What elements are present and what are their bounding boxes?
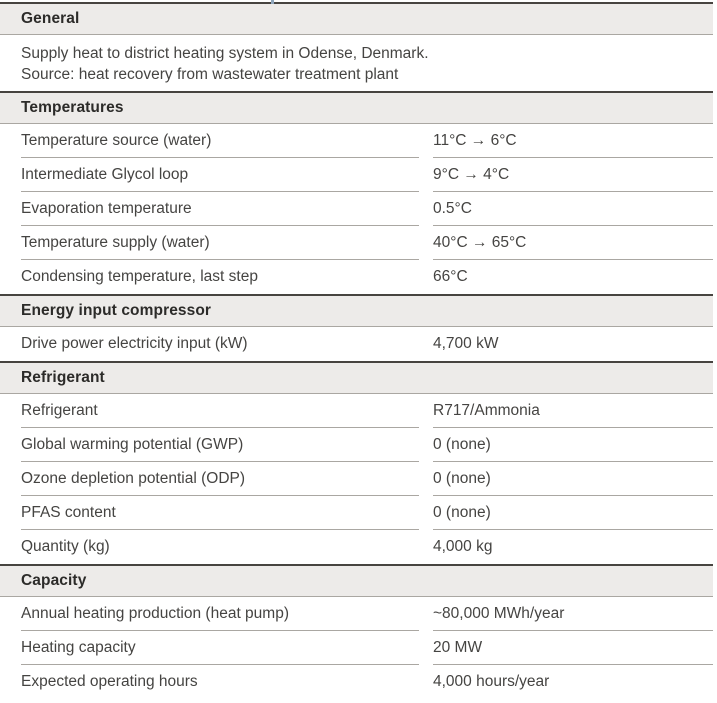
spec-row-quantity: Quantity (kg) 4,000 kg	[0, 530, 713, 564]
column-gap	[419, 462, 433, 496]
description-line: Supply heat to district heating system i…	[21, 45, 429, 62]
row-value: 20 MW	[433, 631, 713, 665]
general-description: Supply heat to district heating system i…	[0, 35, 713, 91]
section-header-general: General	[0, 2, 713, 35]
row-value: 0 (none)	[433, 428, 713, 462]
spec-row-operating-hours: Expected operating hours 4,000 hours/yea…	[0, 665, 713, 699]
row-label: Ozone depletion potential (ODP)	[21, 462, 419, 496]
row-label: Annual heating production (heat pump)	[21, 597, 419, 631]
row-label: PFAS content	[21, 496, 419, 530]
column-gap	[419, 158, 433, 192]
row-value: 4,000 hours/year	[433, 673, 550, 690]
section-title: Capacity	[21, 572, 87, 589]
spec-row-gwp: Global warming potential (GWP) 0 (none)	[0, 428, 713, 462]
section-title: Energy input compressor	[21, 302, 212, 319]
row-label: Intermediate Glycol loop	[21, 158, 419, 192]
section-header-energy-input: Energy input compressor	[0, 294, 713, 327]
row-label: Temperature source (water)	[21, 124, 419, 158]
row-value: 4,700 kW	[433, 335, 499, 352]
column-gap	[419, 665, 433, 699]
spec-row-heating-capacity: Heating capacity 20 MW	[0, 631, 713, 665]
row-label: Condensing temperature, last step	[21, 268, 258, 285]
section-header-temperatures: Temperatures	[0, 91, 713, 124]
section-title: Temperatures	[21, 99, 124, 116]
spec-row-glycol-loop: Intermediate Glycol loop 9°C → 4°C	[0, 158, 713, 192]
row-value: 0 (none)	[433, 496, 713, 530]
spec-row-condensing-temperature: Condensing temperature, last step 66°C	[0, 260, 713, 294]
description-line: Source: heat recovery from wastewater tr…	[21, 66, 399, 83]
row-value: 9°C → 4°C	[433, 158, 713, 192]
spec-row-annual-heating-production: Annual heating production (heat pump) ~8…	[0, 597, 713, 631]
spec-row-odp: Ozone depletion potential (ODP) 0 (none)	[0, 462, 713, 496]
section-title: Refrigerant	[21, 369, 105, 386]
row-label: Quantity (kg)	[21, 538, 110, 555]
row-value: R717/Ammonia	[433, 394, 713, 428]
spec-row-refrigerant: Refrigerant R717/Ammonia	[0, 394, 713, 428]
row-value: 0 (none)	[433, 462, 713, 496]
spec-row-temperature-source: Temperature source (water) 11°C → 6°C	[0, 124, 713, 158]
column-gap	[419, 192, 433, 226]
section-header-refrigerant: Refrigerant	[0, 361, 713, 394]
section-title: General	[21, 10, 80, 27]
column-gap	[419, 124, 433, 158]
row-value: 40°C → 65°C	[433, 226, 713, 260]
row-label: Refrigerant	[21, 394, 419, 428]
column-gap	[419, 597, 433, 631]
column-gap	[419, 327, 433, 361]
spec-row-pfas-content: PFAS content 0 (none)	[0, 496, 713, 530]
column-gap	[419, 394, 433, 428]
spec-row-temperature-supply: Temperature supply (water) 40°C → 65°C	[0, 226, 713, 260]
row-value: ~80,000 MWh/year	[433, 597, 713, 631]
row-value: 66°C	[433, 268, 468, 285]
column-gap	[419, 428, 433, 462]
row-value: 11°C → 6°C	[433, 124, 713, 158]
row-label: Drive power electricity input (kW)	[21, 335, 248, 352]
row-label: Heating capacity	[21, 631, 419, 665]
row-label: Global warming potential (GWP)	[21, 428, 419, 462]
row-value: 4,000 kg	[433, 538, 493, 555]
column-gap	[419, 631, 433, 665]
spec-row-evaporation-temperature: Evaporation temperature 0.5°C	[0, 192, 713, 226]
row-label: Expected operating hours	[21, 673, 198, 690]
column-gap	[419, 226, 433, 260]
column-gap	[419, 260, 433, 294]
spec-row-drive-power: Drive power electricity input (kW) 4,700…	[0, 327, 713, 361]
column-gap	[419, 530, 433, 564]
section-header-capacity: Capacity	[0, 564, 713, 597]
row-label: Evaporation temperature	[21, 192, 419, 226]
column-gap	[419, 496, 433, 530]
crop-artifact-mark	[271, 0, 274, 4]
row-value: 0.5°C	[433, 192, 713, 226]
row-label: Temperature supply (water)	[21, 226, 419, 260]
